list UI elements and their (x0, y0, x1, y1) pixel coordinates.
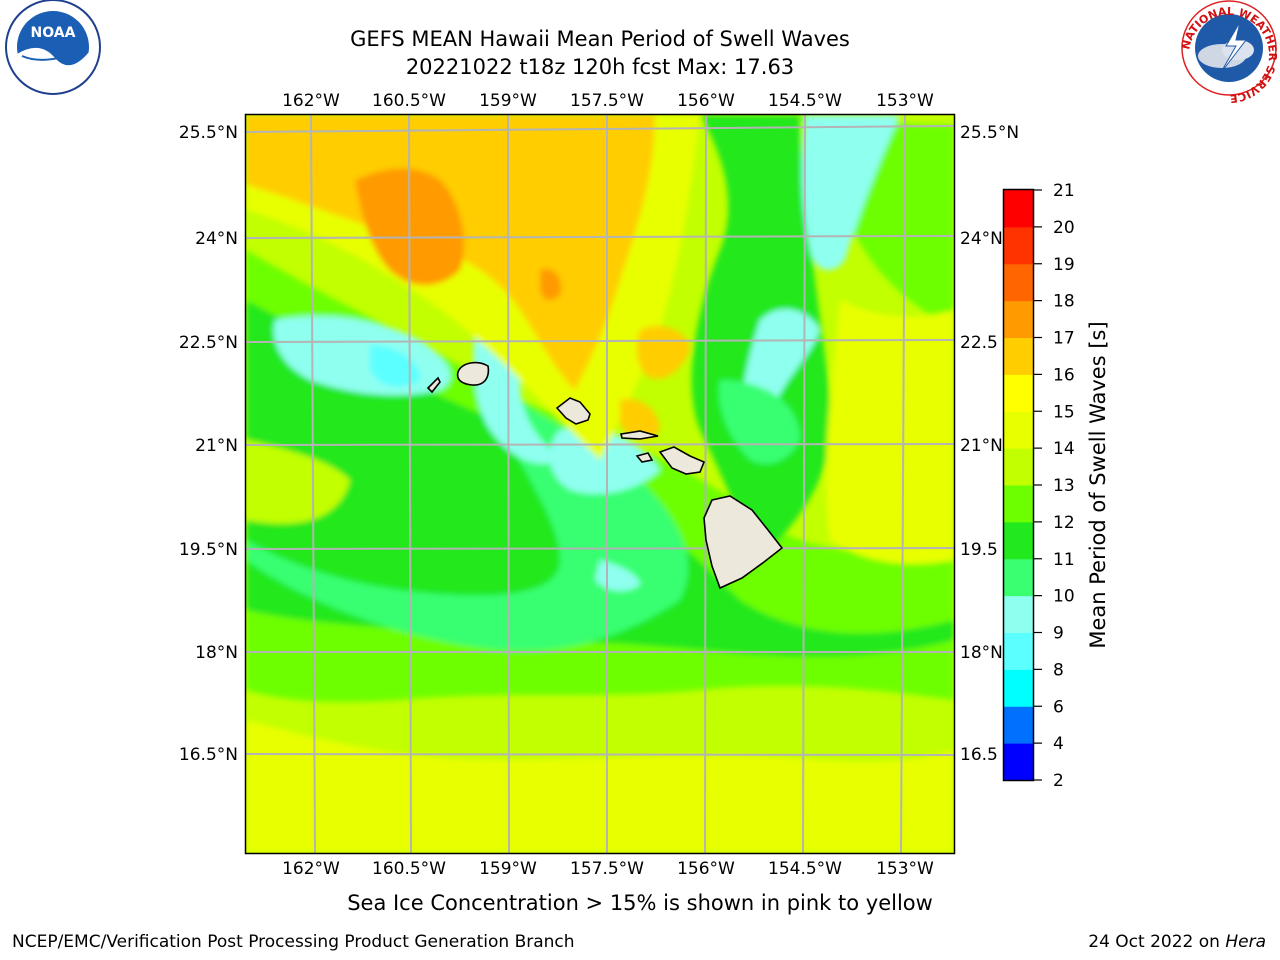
map-graticule (246, 115, 954, 853)
colorbar-segment (1004, 300, 1033, 338)
colorbar-tick-label: 2 (1053, 771, 1064, 791)
colorbar-segment (1004, 485, 1033, 523)
colorbar-tick-label: 9 (1053, 624, 1064, 644)
branch-credit: NCEP/EMC/Verification Post Processing Pr… (12, 932, 575, 952)
colorbar-segment (1004, 263, 1033, 302)
niihau-island (426, 376, 441, 394)
colorbar: 2 4 6 8 9 10 11 12 13 14 15 16 17 18 19 20 21 (1004, 181, 1075, 791)
colorbar-tick-label: 4 (1053, 734, 1064, 754)
colorbar-segment (1004, 337, 1033, 375)
molokai-island (620, 430, 659, 440)
lon-tick-bottom: 160.5°W (372, 859, 446, 879)
lat-tick-left: 22.5°N (179, 333, 238, 353)
colorbar-segment (1004, 595, 1033, 633)
colorbar-segment (1004, 558, 1033, 597)
lat-tick-right: 22.5 (960, 333, 998, 353)
colorbar-tick-label: 11 (1053, 550, 1075, 570)
lon-tick-bottom: 154.5°W (768, 859, 842, 879)
colorbar-tick-label: 12 (1053, 513, 1075, 533)
run-date: 24 Oct 2022 on Hera (1088, 932, 1266, 952)
lat-tick-right: 24°N (960, 229, 1003, 249)
colorbar-tick-label: 16 (1053, 365, 1075, 385)
lat-tick-right: 21°N (960, 436, 1003, 456)
colorbar-segment (1004, 743, 1033, 781)
colorbar-segment (1004, 706, 1033, 744)
lat-tick-left: 24°N (195, 229, 238, 249)
noaa-logo-icon: NOAA (5, 0, 101, 95)
host-name: Hera (1225, 932, 1266, 952)
lon-tick-top: 162°W (282, 91, 340, 111)
lon-tick-top: 153°W (876, 91, 934, 111)
colorbar-tick-label: 13 (1053, 476, 1075, 496)
colorbar-frame (1002, 188, 1035, 782)
colorbar-tick-label: 20 (1053, 218, 1075, 238)
colorbar-segment (1004, 448, 1033, 486)
lon-tick-bottom: 157.5°W (570, 859, 644, 879)
lat-tick-right: 18°N (960, 643, 1003, 663)
lon-tick-bottom: 153°W (876, 859, 934, 879)
colorbar-tick-label: 6 (1053, 697, 1064, 717)
lon-tick-bottom: 156°W (677, 859, 735, 879)
swell-period-field (246, 115, 954, 853)
colorbar-tick-label: 17 (1053, 329, 1075, 349)
lon-tick-top: 154.5°W (768, 91, 842, 111)
oahu-island (555, 397, 591, 425)
colorbar-label: Mean Period of Swell Waves [s] (1086, 321, 1110, 648)
sea-ice-note: Sea Ice Concentration > 15% is shown in … (347, 891, 933, 915)
colorbar-tick-label: 18 (1053, 292, 1075, 312)
lat-tick-left: 18°N (195, 643, 238, 663)
lanai-island (635, 452, 654, 463)
colorbar-segment (1004, 226, 1033, 265)
colorbar-tick-label: 19 (1053, 255, 1075, 275)
colorbar-tick-label: 8 (1053, 660, 1064, 680)
hawaiian-islands (426, 361, 784, 590)
maui-island (658, 446, 706, 475)
lat-tick-right: 19.5 (960, 540, 998, 560)
axis-tick-labels: 162°W 162°W 160.5°W 160.5°W 159°W 159°W 157.5°… (179, 91, 1019, 879)
noaa-logo-text: NOAA (31, 25, 76, 41)
colorbar-tick-label: 21 (1053, 181, 1075, 201)
colorbar-tick-label: 14 (1053, 439, 1075, 459)
colorbar-segment (1004, 669, 1033, 707)
lon-tick-top: 160.5°W (372, 91, 446, 111)
lat-tick-right: 16.5 (960, 745, 998, 765)
lat-tick-left: 16.5°N (179, 745, 238, 765)
colorbar-tick-label: 10 (1053, 587, 1075, 607)
lon-tick-top: 159°W (479, 91, 537, 111)
nws-logo-icon: NATIONAL WEATHER SERVICE (1179, 0, 1279, 105)
lon-tick-bottom: 159°W (479, 859, 537, 879)
lon-tick-top: 156°W (677, 91, 735, 111)
lat-tick-left: 21°N (195, 436, 238, 456)
lat-tick-left: 25.5°N (179, 123, 238, 143)
kauai-island (456, 361, 490, 386)
lat-tick-right: 25.5°N (960, 123, 1019, 143)
map-title: GEFS MEAN Hawaii Mean Period of Swell Wa… (350, 27, 850, 51)
lon-tick-bottom: 162°W (282, 859, 340, 879)
map-frame (244, 113, 956, 855)
hawaii-island (703, 495, 784, 590)
colorbar-segment (1004, 632, 1033, 670)
lon-tick-top: 157.5°W (570, 91, 644, 111)
colorbar-tick-label: 15 (1053, 402, 1075, 422)
colorbar-segment (1004, 374, 1033, 412)
colorbar-segment (1004, 521, 1033, 560)
map-subtitle: 20221022 t18z 120h fcst Max: 17.63 (405, 55, 795, 79)
lat-tick-left: 19.5°N (179, 540, 238, 560)
colorbar-segment (1004, 190, 1033, 228)
colorbar-segment (1004, 411, 1033, 449)
run-date-text: 24 Oct 2022 on (1088, 932, 1226, 952)
